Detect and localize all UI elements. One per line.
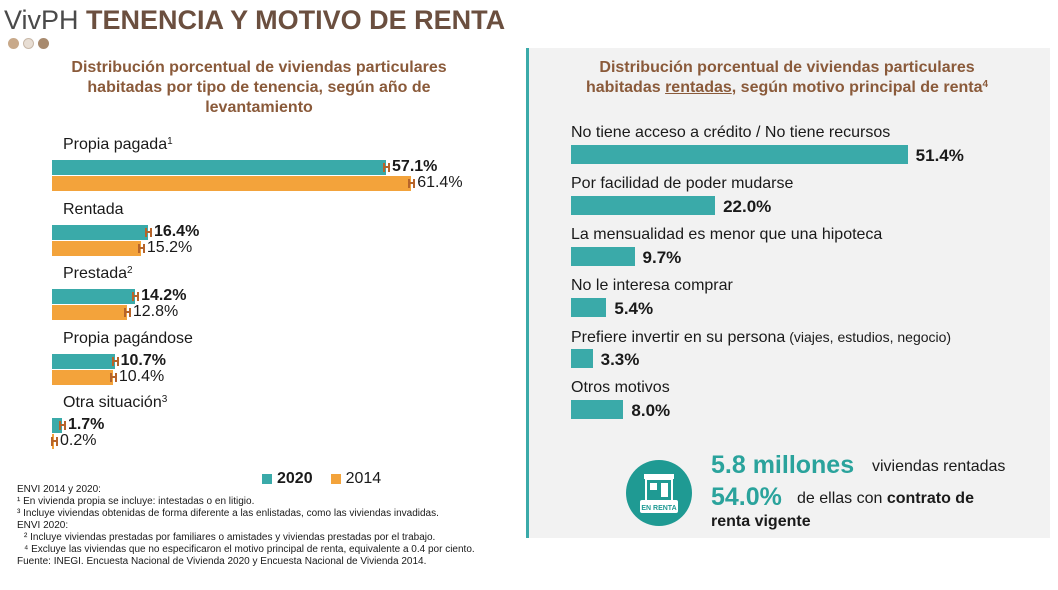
data-label-2014: 12.8% bbox=[132, 303, 179, 320]
bar-2014 bbox=[52, 241, 141, 256]
house-for-rent-icon-svg: EN RENTA bbox=[640, 474, 678, 513]
reason-bar bbox=[571, 196, 716, 215]
bar-2020 bbox=[52, 289, 136, 304]
rented-homes-count: 5.8 millones bbox=[711, 451, 855, 479]
error-bar bbox=[383, 163, 391, 172]
data-label-2020: 57.1% bbox=[392, 158, 438, 175]
bar-2014 bbox=[52, 370, 113, 385]
page-title-main: TENENCIA Y MOTIVO DE RENTA bbox=[86, 5, 506, 35]
left-chart-title-line: habitadas por tipo de tenencia, según añ… bbox=[87, 79, 431, 96]
svg-text:EN RENTA: EN RENTA bbox=[641, 505, 676, 512]
category-label: Propia pagándose bbox=[63, 330, 193, 347]
error-bar bbox=[58, 421, 66, 430]
category-footnote-marker: 2 bbox=[127, 265, 133, 276]
right-chart-title-line-2: habitadas rentadas, según motivo princip… bbox=[536, 78, 1038, 98]
reason-data-label: 9.7% bbox=[642, 248, 682, 267]
footnote-line: ⁴ Excluye las viviendas que no especific… bbox=[24, 544, 475, 555]
reason-bar bbox=[571, 298, 607, 317]
house-for-rent-icon: EN RENTA bbox=[626, 460, 692, 526]
data-label-2014: 15.2% bbox=[146, 239, 193, 256]
reason-bar bbox=[571, 247, 635, 266]
reason-bar bbox=[571, 349, 593, 368]
footnote-line: ³ Incluye viviendas obtenidas de forma d… bbox=[17, 508, 439, 519]
error-bar bbox=[132, 292, 140, 301]
legend-item-2020: 2020 bbox=[262, 470, 313, 488]
category-footnote-marker: 1 bbox=[167, 136, 173, 147]
error-bar bbox=[144, 228, 152, 237]
bar-2020 bbox=[52, 225, 148, 240]
footnotes: ENVI 2014 y 2020: ¹ En vivienda propia s… bbox=[14, 484, 534, 568]
error-bar bbox=[408, 179, 416, 188]
category-footnote-marker: 3 bbox=[161, 394, 168, 405]
footnote-line: ² Incluye viviendas prestadas por famili… bbox=[24, 532, 436, 543]
category-label: Rentada bbox=[63, 201, 124, 218]
reason-data-label: 51.4% bbox=[915, 146, 964, 165]
reason-label: Otros motivos bbox=[571, 379, 670, 396]
contract-text: de ellas con contrato de bbox=[797, 491, 974, 507]
data-label-2020: 1.7% bbox=[67, 416, 105, 433]
rent-reasons-panel bbox=[526, 48, 1050, 538]
right-chart-title-text: habitadas rentadas, según motivo princip… bbox=[585, 79, 983, 96]
legend-label-2020: 2020 bbox=[277, 470, 313, 487]
data-label-2020: 10.7% bbox=[120, 352, 166, 369]
bar-2020 bbox=[52, 160, 387, 175]
right-chart-title-note: 4 bbox=[982, 79, 989, 90]
contract-text-c: renta vigente bbox=[711, 513, 811, 530]
reason-label: No tiene acceso a crédito / No tiene rec… bbox=[571, 124, 891, 141]
left-chart-title: Distribución porcentual de viviendas par… bbox=[28, 58, 490, 118]
bar-2014 bbox=[52, 176, 412, 191]
footnote-line: ENVI 2014 y 2020: bbox=[17, 484, 101, 495]
page-title-prefix: VivPH bbox=[4, 5, 79, 35]
contract-text-b: contrato de bbox=[886, 490, 974, 507]
error-bar bbox=[111, 357, 119, 366]
category-label: Propia pagada1 bbox=[63, 136, 173, 153]
category-label: Prestada2 bbox=[63, 265, 133, 282]
error-bar bbox=[51, 437, 58, 446]
reason-label: La mensualidad es menor que una hipoteca bbox=[571, 226, 883, 243]
right-chart-title-line: Distribución porcentual de viviendas par… bbox=[599, 59, 975, 76]
contract-text-a: de ellas con bbox=[797, 490, 883, 507]
footnote-line: ¹ En vivienda propia se incluye: intesta… bbox=[17, 496, 255, 507]
reason-label: No le interesa comprar bbox=[571, 277, 733, 294]
page-title: VivPH TENENCIA Y MOTIVO DE RENTA bbox=[4, 4, 505, 36]
data-label-2020: 16.4% bbox=[153, 223, 200, 240]
right-chart-title-emphasis: rentadas bbox=[665, 79, 732, 96]
footnote-line: ENVI 2020: bbox=[17, 520, 69, 531]
reason-data-label: 22.0% bbox=[723, 197, 772, 216]
reason-data-label: 3.3% bbox=[600, 350, 640, 369]
error-bar bbox=[137, 244, 145, 253]
reason-bar bbox=[571, 400, 624, 419]
error-bar bbox=[123, 308, 131, 317]
legend-label-2014: 2014 bbox=[345, 470, 382, 487]
reason-label: Prefiere invertir en su persona (viajes,… bbox=[571, 329, 952, 346]
contract-percentage: 54.0% bbox=[711, 483, 782, 511]
legend-swatch-2020 bbox=[262, 474, 272, 484]
decor-dot bbox=[38, 38, 49, 49]
reason-label-detail: (viajes, estudios, negocio) bbox=[785, 329, 952, 345]
left-chart-title-line: levantamiento bbox=[205, 99, 313, 116]
legend-swatch-2014 bbox=[330, 474, 341, 484]
decor-dot bbox=[23, 38, 34, 49]
chart-legend: 2020 2014 bbox=[262, 470, 399, 488]
footnote-line: Fuente: INEGI. Encuesta Nacional de Vivi… bbox=[17, 556, 427, 567]
reason-data-label: 8.0% bbox=[631, 401, 671, 420]
reason-label: Por facilidad de poder mudarse bbox=[571, 175, 794, 192]
data-label-2014: 10.4% bbox=[118, 368, 165, 385]
bar-2014 bbox=[52, 305, 127, 320]
reason-data-label: 5.4% bbox=[614, 299, 654, 318]
error-bar bbox=[109, 373, 117, 382]
decor-dot bbox=[8, 38, 19, 49]
rented-homes-text: viviendas rentadas bbox=[872, 458, 1006, 475]
left-chart-title-line: Distribución porcentual de viviendas par… bbox=[71, 59, 447, 76]
bar-2020 bbox=[52, 354, 115, 369]
right-chart-title: Distribución porcentual de viviendas par… bbox=[536, 58, 1038, 98]
category-label: Otra situación3 bbox=[63, 394, 168, 411]
data-label-2020: 14.2% bbox=[141, 287, 187, 304]
bar-2020 bbox=[52, 418, 62, 433]
data-label-2014: 0.2% bbox=[60, 432, 97, 449]
reason-bar bbox=[571, 145, 908, 164]
legend-item-2014: 2014 bbox=[330, 470, 382, 488]
data-label-2014: 61.4% bbox=[417, 174, 463, 191]
